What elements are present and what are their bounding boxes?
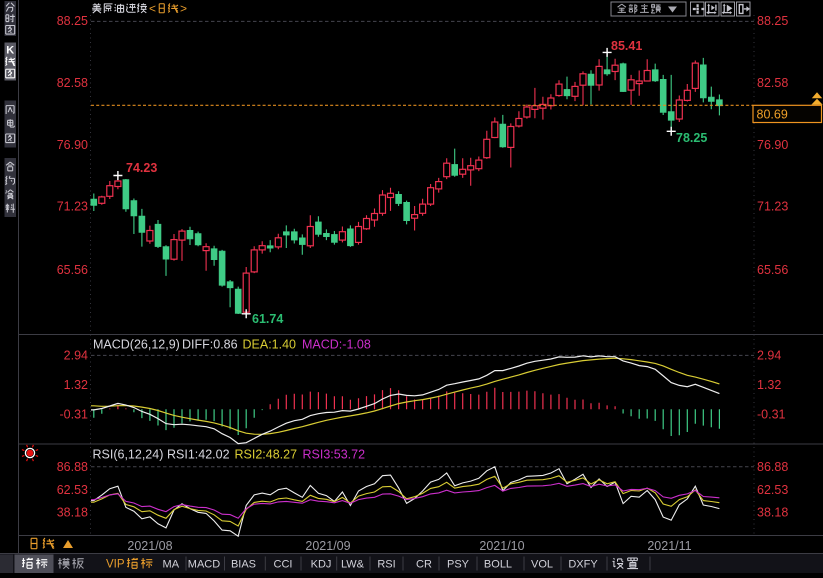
svg-text:88.25: 88.25 <box>757 14 788 28</box>
svg-text:MACD: MACD <box>188 559 220 571</box>
svg-text:PSY: PSY <box>447 559 470 571</box>
svg-text:71.23: 71.23 <box>757 200 788 214</box>
svg-text:2021/11: 2021/11 <box>647 539 691 553</box>
svg-text:1.32: 1.32 <box>64 378 88 392</box>
svg-text:80.69: 80.69 <box>757 108 788 122</box>
svg-text:62.53: 62.53 <box>757 483 788 497</box>
svg-text:-0.31: -0.31 <box>757 408 786 422</box>
svg-text:88.25: 88.25 <box>57 14 88 28</box>
svg-text:1.32: 1.32 <box>757 378 781 392</box>
svg-text:DEA:1.40: DEA:1.40 <box>243 338 297 352</box>
svg-text:38.18: 38.18 <box>57 506 88 520</box>
svg-text:2021/08: 2021/08 <box>127 539 172 553</box>
svg-text:76.90: 76.90 <box>757 138 788 152</box>
svg-text:VIP: VIP <box>106 559 125 571</box>
svg-text:62.53: 62.53 <box>57 483 88 497</box>
svg-text:82.58: 82.58 <box>57 76 88 90</box>
svg-text:71.23: 71.23 <box>57 200 88 214</box>
svg-text:86.88: 86.88 <box>757 460 788 474</box>
svg-text:BIAS: BIAS <box>231 559 256 571</box>
svg-text:RSI1:42.02: RSI1:42.02 <box>167 448 230 462</box>
svg-text:<: < <box>149 2 156 16</box>
svg-text:2.94: 2.94 <box>64 349 88 363</box>
svg-text:RSI: RSI <box>377 559 395 571</box>
svg-text:65.56: 65.56 <box>757 263 788 277</box>
svg-text:MACD(26,12,9): MACD(26,12,9) <box>93 338 180 352</box>
svg-text:KDJ: KDJ <box>311 559 332 571</box>
svg-text:VOL: VOL <box>531 559 553 571</box>
svg-text:DIFF:0.86: DIFF:0.86 <box>182 338 238 352</box>
svg-text:RSI2:48.27: RSI2:48.27 <box>235 448 298 462</box>
svg-text:RSI(6,12,24): RSI(6,12,24) <box>93 448 164 462</box>
svg-text:MA: MA <box>163 559 180 571</box>
svg-text:85.41: 85.41 <box>611 39 642 53</box>
svg-text:86.88: 86.88 <box>57 460 88 474</box>
svg-text:DXFY: DXFY <box>568 559 598 571</box>
svg-text:82.58: 82.58 <box>757 76 788 90</box>
svg-text:2021/10: 2021/10 <box>479 539 524 553</box>
svg-text:-0.31: -0.31 <box>60 408 89 422</box>
svg-text:74.23: 74.23 <box>126 161 157 175</box>
svg-text:65.56: 65.56 <box>57 263 88 277</box>
svg-text:CR: CR <box>416 559 432 571</box>
svg-text:38.18: 38.18 <box>757 506 788 520</box>
svg-text:RSI3:53.72: RSI3:53.72 <box>303 448 366 462</box>
svg-text:2.94: 2.94 <box>757 349 781 363</box>
svg-text:MACD:-1.08: MACD:-1.08 <box>302 338 371 352</box>
svg-text:76.90: 76.90 <box>57 138 88 152</box>
svg-text:78.25: 78.25 <box>676 131 707 145</box>
svg-text:61.74: 61.74 <box>252 312 283 326</box>
svg-text:2021/09: 2021/09 <box>305 539 350 553</box>
svg-text:CCI: CCI <box>274 559 293 571</box>
svg-text:BOLL: BOLL <box>484 559 512 571</box>
svg-text:>: > <box>180 2 187 16</box>
svg-text:K: K <box>6 44 14 56</box>
svg-text:LW&: LW& <box>341 559 365 571</box>
